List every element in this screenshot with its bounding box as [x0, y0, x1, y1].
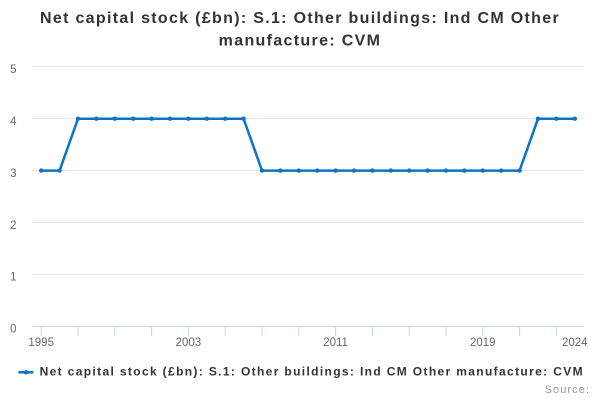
svg-text:5: 5 — [10, 64, 16, 76]
svg-text:2011: 2011 — [323, 337, 348, 349]
svg-text:2019: 2019 — [470, 337, 496, 349]
svg-text:Net capital stock (£bn): S.1:: Net capital stock (£bn): S.1: Other buil… — [40, 365, 584, 379]
svg-text:Source:: Source: — [545, 384, 590, 396]
svg-text:3: 3 — [10, 168, 16, 180]
svg-text:4: 4 — [10, 116, 17, 128]
svg-text:2003: 2003 — [176, 337, 202, 349]
svg-text:2024: 2024 — [562, 337, 588, 349]
svg-text:0: 0 — [10, 324, 16, 336]
svg-text:manufacture: CVM: manufacture: CVM — [219, 33, 382, 50]
svg-text:1995: 1995 — [28, 337, 54, 349]
svg-text:2: 2 — [10, 220, 16, 232]
svg-text:Net capital stock (£bn): S.1:: Net capital stock (£bn): S.1: Other buil… — [40, 10, 560, 27]
svg-text:1: 1 — [10, 272, 16, 284]
